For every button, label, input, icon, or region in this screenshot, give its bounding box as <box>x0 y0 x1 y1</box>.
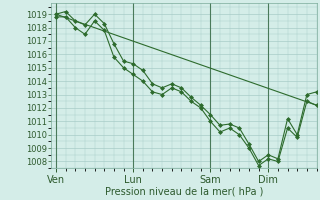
X-axis label: Pression niveau de la mer( hPa ): Pression niveau de la mer( hPa ) <box>105 187 263 197</box>
